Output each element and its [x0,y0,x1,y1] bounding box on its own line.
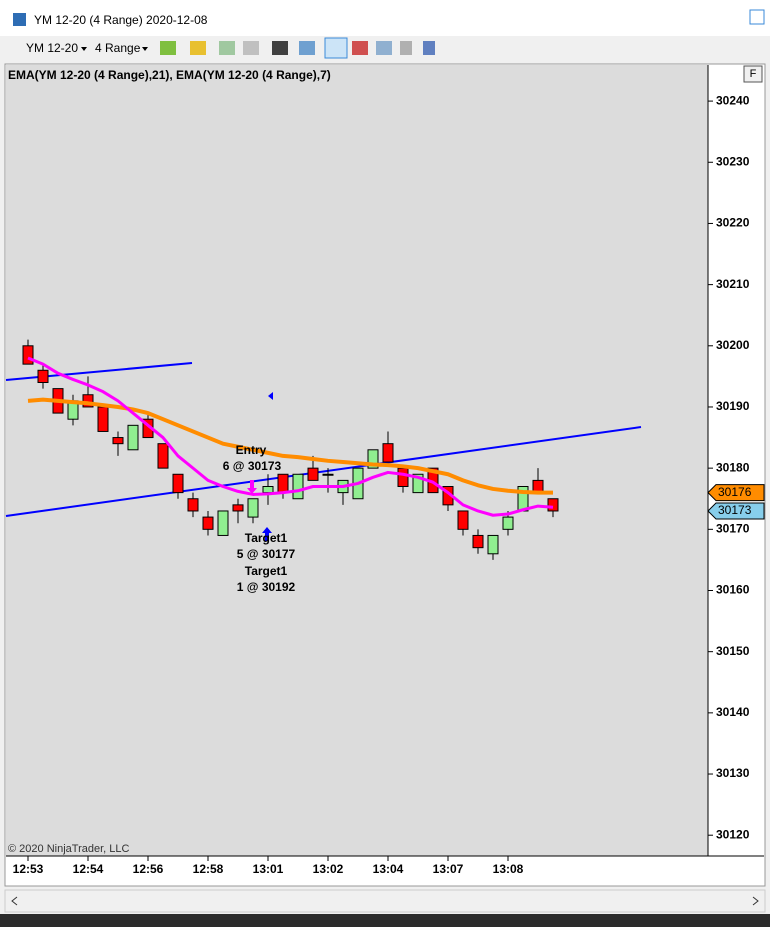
scrollbar[interactable] [4,889,766,913]
tool-icon[interactable] [219,41,235,55]
x-tick-label: 13:08 [493,862,524,876]
y-tick-label: 30220 [716,216,750,230]
price-marker [707,502,765,520]
candle-body [247,498,259,518]
tool-icon[interactable] [299,41,315,55]
maximize-button[interactable] [749,9,765,25]
candle-body [277,473,289,494]
y-tick-label: 30140 [716,705,750,719]
marker-triangle [268,392,273,400]
candle-body [112,437,124,445]
panel-button[interactable] [743,65,763,83]
trend-line[interactable] [5,362,193,381]
candle-body [97,406,109,432]
tool-icon[interactable] [160,41,176,55]
candle-body [367,449,379,469]
x-tick-label: 13:01 [253,862,284,876]
x-tick-label: 13:04 [373,862,404,876]
entry-arrow [247,480,257,494]
candle-body [157,443,169,469]
y-tick-label: 30120 [716,827,750,841]
candle-body [37,369,49,384]
scroll-right[interactable] [752,896,759,906]
annotation: Target1 [245,564,288,578]
y-tick-label: 30240 [716,93,750,107]
scroll-left[interactable] [11,896,18,906]
candle-body [382,443,394,463]
period-selector[interactable]: 4 Range [95,41,141,55]
y-tick-label: 30210 [716,277,750,291]
tool-icon[interactable] [190,41,206,55]
y-tick-label: 30160 [716,583,750,597]
y-tick-label: 30150 [716,644,750,658]
candle-body [262,485,274,494]
app-icon [13,13,26,26]
taskbar-edge [0,914,770,927]
tool-icon[interactable] [352,41,368,55]
candle-body [457,510,469,530]
annotation: 5 @ 30177 [237,547,296,561]
candle-body [82,394,94,408]
candle-body [217,510,229,536]
candle-body [472,534,484,549]
indicator-label: EMA(YM 12-20 (4 Range),21), EMA(YM 12-20… [8,68,331,82]
candle-body [322,473,334,476]
candle-body [547,498,559,512]
dropdown-arrow [142,47,148,51]
tool-icon[interactable] [423,41,435,55]
tool-icon[interactable] [243,41,259,55]
y-tick-label: 30130 [716,766,750,780]
candle-body [202,516,214,530]
tool-icon[interactable] [376,41,392,55]
candle-body [307,467,319,481]
annotation: Entry [236,443,267,457]
toolbar-icons [160,37,435,59]
x-tick-label: 12:56 [133,862,164,876]
annotation: 1 @ 30192 [237,580,296,594]
annotation: 6 @ 30173 [223,459,282,473]
ema-line [27,356,554,517]
tool-icon[interactable] [400,41,412,55]
x-tick-label: 13:02 [313,862,344,876]
plot-area [6,65,708,856]
candle-body [397,467,409,487]
price-marker-label: 30176 [718,485,752,499]
y-tick-label: 30230 [716,154,750,168]
annotation: Target1 [245,531,288,545]
x-tick-label: 12:53 [13,862,44,876]
y-tick-label: 30200 [716,338,750,352]
y-tick-label: 30170 [716,521,750,535]
instrument-selector[interactable]: YM 12-20 [26,41,78,55]
trend-line[interactable] [5,426,642,517]
candle-body [22,345,34,365]
price-marker-label: 30173 [718,503,752,517]
y-tick-label: 30180 [716,460,750,474]
plot-layer: 30120 30130 30140 30150 30160 30170 30180 30190… [13,93,750,876]
candle-body [487,534,499,555]
candle-body [502,516,514,530]
tool-icon[interactable] [324,37,348,59]
ema-line [27,397,553,495]
x-tick-label: 13:07 [433,862,464,876]
tool-icon[interactable] [272,41,288,55]
copyright: © 2020 NinjaTrader, LLC [8,843,129,855]
title-bar [0,0,770,36]
price-marker [707,484,765,502]
window-title: YM 12-20 (4 Range) 2020-12-08 [34,13,208,27]
x-tick-label: 12:54 [73,862,104,876]
y-tick-label: 30190 [716,399,750,413]
candle-body [187,498,199,512]
dropdown-arrow [81,47,87,51]
x-tick-label: 12:58 [193,862,224,876]
exit-arrow [262,527,272,541]
candle-body [127,424,139,451]
candle-body [172,473,184,494]
candle-body [232,504,244,512]
candle-body [292,473,304,500]
panel-button-label: F [750,68,757,80]
candle-body [412,473,424,494]
